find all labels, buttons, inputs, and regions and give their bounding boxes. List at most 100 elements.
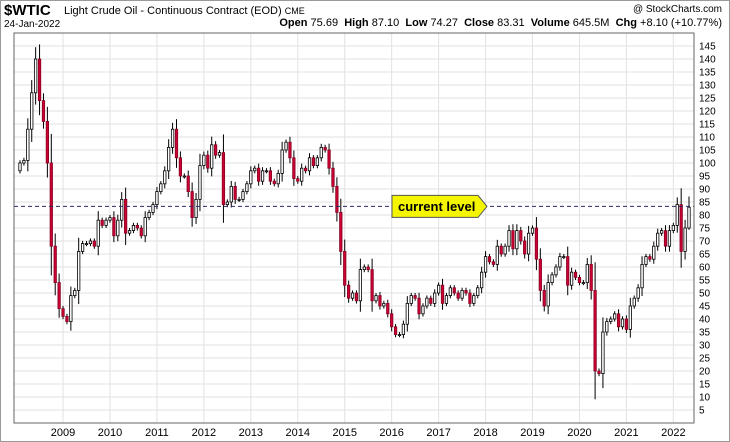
x-tick-label: 2020 <box>567 427 591 439</box>
candles <box>18 44 691 400</box>
candle-body <box>417 297 421 315</box>
candle-body <box>421 305 425 315</box>
callout-text: current level <box>398 199 475 214</box>
candle-body <box>127 230 132 234</box>
candle-body <box>174 128 179 159</box>
low-label: Low <box>405 17 428 29</box>
candle-body <box>319 146 323 159</box>
candle-body <box>362 266 366 270</box>
candle-body <box>49 162 53 247</box>
candle-body <box>405 302 409 325</box>
candle-body <box>577 276 582 283</box>
y-tick-label: 135 <box>699 68 716 79</box>
candle-body <box>202 154 206 166</box>
candle-body <box>268 170 272 182</box>
candle-body <box>374 295 378 302</box>
candle-body <box>640 263 644 289</box>
candle-body <box>636 287 640 299</box>
candle-body <box>69 295 73 323</box>
y-tick-label: 70 <box>699 237 711 248</box>
candle-body <box>73 289 77 296</box>
candle-body <box>139 227 143 237</box>
chg-label: Chg <box>615 17 637 29</box>
y-tick-label: 140 <box>699 55 716 66</box>
candle-body <box>288 141 292 159</box>
candle-body <box>597 370 601 374</box>
candle-body <box>245 183 249 193</box>
candle-body <box>570 271 574 286</box>
candle-body <box>307 157 312 172</box>
candle-body <box>300 167 304 182</box>
candle-body <box>354 292 359 302</box>
candle-body <box>491 261 495 265</box>
candle-body <box>198 165 202 200</box>
grid <box>14 33 694 423</box>
candle-body <box>249 170 253 185</box>
low-value: 74.27 <box>430 17 458 29</box>
candle-body <box>378 295 382 307</box>
candle-body <box>554 266 558 276</box>
candle-body <box>472 295 476 304</box>
candle-body <box>483 256 488 273</box>
candle-body <box>30 92 34 130</box>
open-label: Open <box>279 17 308 29</box>
candle-body <box>190 191 194 219</box>
x-tick-label: 2010 <box>98 427 122 439</box>
x-tick-label: 2012 <box>192 427 216 439</box>
candle-body <box>53 245 57 283</box>
candle-body <box>667 230 672 247</box>
candle-body <box>163 170 167 185</box>
x-tick-label: 2015 <box>332 427 356 439</box>
candle-body <box>495 245 499 265</box>
candle-body <box>167 146 171 172</box>
candle-body <box>112 217 116 237</box>
candle-body <box>296 178 300 182</box>
candle-body <box>440 284 445 304</box>
candle-body <box>135 224 139 229</box>
candle-body <box>628 305 632 330</box>
candle-body <box>92 240 96 247</box>
candle-body <box>37 58 42 101</box>
candle-body <box>511 230 515 250</box>
candle-body <box>327 149 331 169</box>
candle-body <box>382 302 386 307</box>
candle-body <box>22 159 26 164</box>
x-tick-label: 2009 <box>51 427 75 439</box>
x-tick-label: 2019 <box>520 427 544 439</box>
candle-body <box>210 144 214 169</box>
candle-body <box>644 256 648 265</box>
candle-body <box>616 313 621 328</box>
candle-body <box>593 289 597 372</box>
y-tick-label: 30 <box>699 341 711 352</box>
candle-body <box>499 245 503 255</box>
chg-value: +8.10 (+10.77%) <box>640 17 722 29</box>
y-tick-label: 75 <box>699 224 711 235</box>
candle-body <box>358 269 362 302</box>
x-axis-labels: 2009 2010 2011 2012 2013 2014 2015 2016 2017 2018… <box>51 427 686 439</box>
candle-body <box>178 157 183 177</box>
y-tick-label: 85 <box>699 198 711 209</box>
candle-body <box>284 141 288 151</box>
x-tick-label: 2013 <box>239 427 263 439</box>
y-tick-label: 40 <box>699 315 711 326</box>
candle-body <box>413 295 417 299</box>
candle-body <box>448 287 452 296</box>
candle-body <box>452 287 456 294</box>
candle-body <box>620 318 625 328</box>
candle-body <box>534 227 539 260</box>
candle-body <box>433 292 437 304</box>
candle-body <box>444 295 449 304</box>
candle-body <box>292 157 296 180</box>
candle-body <box>397 334 402 337</box>
candle-body <box>648 256 652 260</box>
plot-border <box>13 32 695 424</box>
candle-body <box>550 274 554 283</box>
y-axis-labels: 5 10 15 20 25 30 35 40 45 50 55 60 65 70 75 80 85 90 95 100… <box>699 42 716 417</box>
candle-body <box>530 227 535 234</box>
candle-body <box>331 167 335 187</box>
candle-body <box>581 282 585 285</box>
candle-body <box>88 240 93 244</box>
y-tick-label: 100 <box>699 159 716 170</box>
candle-body <box>573 271 578 278</box>
description-text: Light Crude Oil - Continuous Contract (E… <box>64 5 282 17</box>
